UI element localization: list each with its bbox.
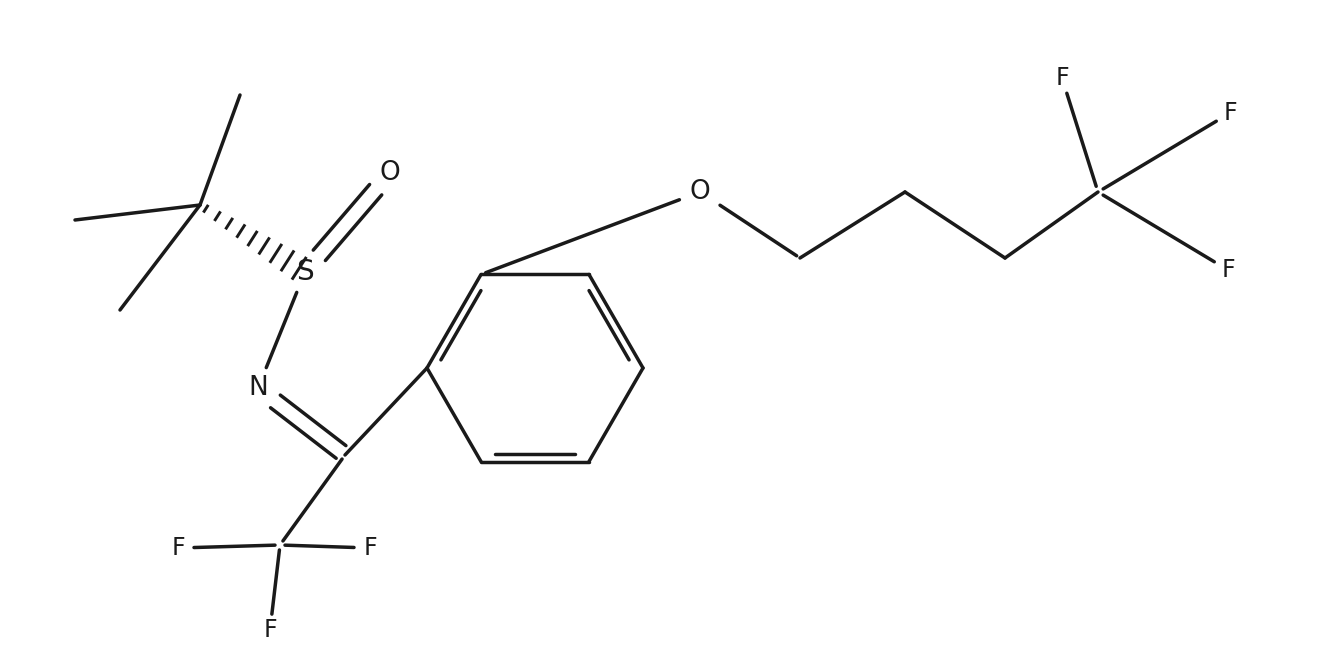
- Text: F: F: [172, 536, 185, 560]
- Text: F: F: [1055, 66, 1069, 90]
- Text: N: N: [249, 375, 267, 401]
- Text: F: F: [263, 618, 277, 642]
- Text: S: S: [297, 258, 314, 286]
- Text: O: O: [379, 160, 400, 186]
- Text: F: F: [1221, 258, 1234, 282]
- Text: F: F: [1224, 101, 1237, 125]
- Text: F: F: [363, 536, 376, 560]
- Text: O: O: [690, 179, 710, 205]
